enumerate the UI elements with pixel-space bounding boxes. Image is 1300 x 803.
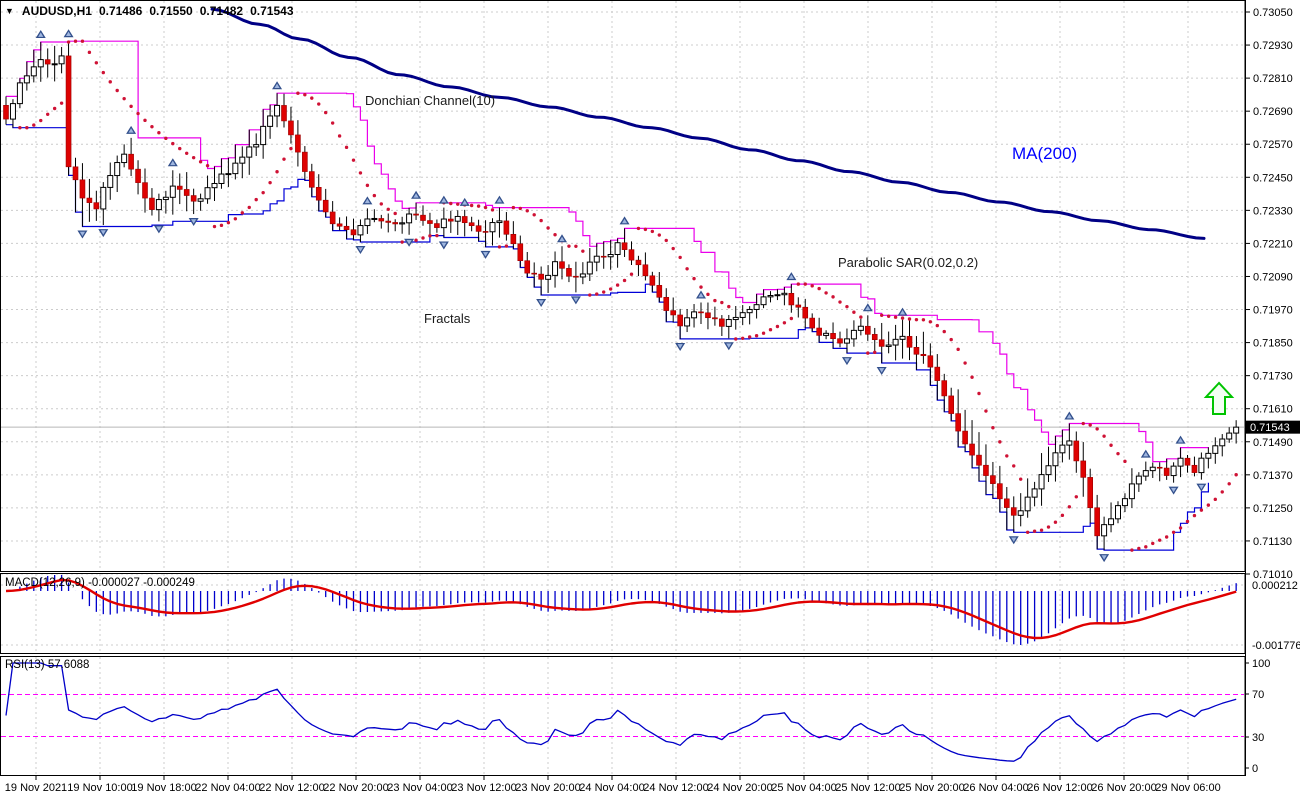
time-tick-label: 23 Nov 20:00 bbox=[515, 782, 580, 794]
time-tick-label: 22 Nov 20:00 bbox=[323, 782, 388, 794]
time-tick-label: 23 Nov 12:00 bbox=[451, 782, 516, 794]
price-tick-label: 0.72450 bbox=[1253, 172, 1293, 184]
rsi-line bbox=[5, 662, 1237, 762]
time-tick-label: 24 Nov 04:00 bbox=[579, 782, 644, 794]
time-tick-label: 29 Nov 06:00 bbox=[1155, 782, 1220, 794]
price-tick-label: 0.72690 bbox=[1253, 106, 1293, 118]
macd-signal-line bbox=[5, 578, 1237, 640]
time-tick-label: 24 Nov 20:00 bbox=[707, 782, 772, 794]
time-tick-label: 25 Nov 12:00 bbox=[835, 782, 900, 794]
price-tick-label: 0.72810 bbox=[1253, 73, 1293, 85]
ma200-line bbox=[210, 7, 1206, 240]
signal-arrow bbox=[1203, 381, 1235, 415]
time-tick-label: 26 Nov 20:00 bbox=[1091, 782, 1156, 794]
price-tick-label: 0.71970 bbox=[1253, 305, 1293, 317]
symbol-dropdown-icon[interactable]: ▼ bbox=[5, 6, 14, 16]
rsi-axis-label: 100 bbox=[1252, 658, 1270, 670]
price-tick-label: 0.71010 bbox=[1253, 569, 1293, 581]
time-tick-label: 25 Nov 20:00 bbox=[899, 782, 964, 794]
macd-panel bbox=[1, 575, 1244, 646]
time-tick-label: 23 Nov 04:00 bbox=[387, 782, 452, 794]
candles bbox=[3, 41, 1240, 551]
price-axis[interactable]: 0.73050 0.72930 0.72810 0.72690 0.72570 0.724… bbox=[1245, 7, 1300, 775]
time-tick-label: 26 Nov 12:00 bbox=[1027, 782, 1092, 794]
macd-axis-top: 0.000212 bbox=[1252, 580, 1298, 592]
price-tick-label: 0.71490 bbox=[1253, 437, 1293, 449]
price-tick-label: 0.72570 bbox=[1253, 139, 1293, 151]
panel-borders bbox=[0, 0, 1246, 776]
high-value: 0.71550 bbox=[149, 4, 193, 18]
parabolic-sar-dots bbox=[18, 39, 1238, 552]
price-tick-label: 0.72930 bbox=[1253, 40, 1293, 52]
time-tick-label: 25 Nov 04:00 bbox=[771, 782, 836, 794]
price-tick-label: 0.71130 bbox=[1253, 536, 1292, 548]
time-tick-label: 26 Nov 04:00 bbox=[963, 782, 1028, 794]
macd-axis-bottom: -0.001776 bbox=[1252, 640, 1300, 652]
close-value: 0.71543 bbox=[250, 4, 294, 18]
rsi-axis-label: 30 bbox=[1252, 732, 1264, 744]
price-tick-label: 0.72330 bbox=[1253, 205, 1293, 217]
signal-up-arrow bbox=[1203, 381, 1235, 415]
grid bbox=[1, 1, 1244, 774]
low-value: 0.71482 bbox=[199, 4, 244, 18]
price-tick-label: 0.71250 bbox=[1253, 503, 1293, 515]
symbol-period-label: AUDUSD,H1 bbox=[21, 4, 92, 18]
donchian-upper-line bbox=[6, 40, 1209, 463]
open-value: 0.71486 bbox=[98, 4, 143, 18]
chart-title: ▼ AUDUSD,H1 0.71486 0.71550 0.71482 0.71… bbox=[5, 4, 301, 18]
current-price-text: 0.71543 bbox=[1250, 422, 1290, 434]
price-tick-label: 0.72090 bbox=[1253, 271, 1293, 283]
price-tick-label: 0.73050 bbox=[1253, 7, 1293, 19]
time-tick-label: 22 Nov 12:00 bbox=[259, 782, 324, 794]
rsi-panel bbox=[1, 662, 1244, 762]
time-tick-label: 19 Nov 18:00 bbox=[131, 782, 196, 794]
price-tick-label: 0.71370 bbox=[1253, 470, 1293, 482]
time-tick-label: 22 Nov 04:00 bbox=[195, 782, 260, 794]
rsi-axis-label: 0 bbox=[1252, 763, 1258, 775]
fractal-arrows bbox=[35, 29, 1207, 563]
time-tick-label: 19 Nov 2021 bbox=[5, 782, 67, 794]
rsi-axis-label: 70 bbox=[1252, 689, 1264, 701]
price-tick-label: 0.71850 bbox=[1253, 338, 1293, 350]
price-tick-label: 0.71610 bbox=[1253, 404, 1293, 416]
time-tick-label: 19 Nov 10:00 bbox=[67, 782, 132, 794]
price-tick-label: 0.71730 bbox=[1253, 371, 1293, 383]
price-tick-label: 0.72210 bbox=[1253, 238, 1293, 250]
time-tick-label: 24 Nov 12:00 bbox=[643, 782, 708, 794]
current-price-badge bbox=[1246, 420, 1300, 434]
